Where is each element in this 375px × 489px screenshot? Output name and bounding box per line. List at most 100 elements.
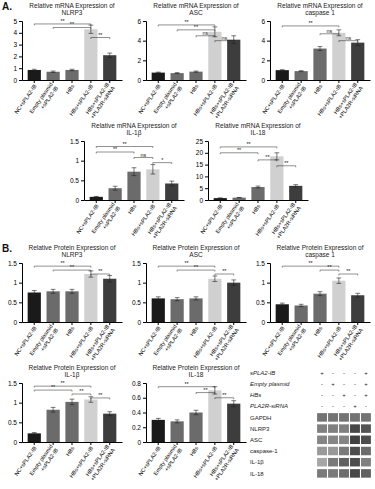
tick-label: 1 bbox=[13, 399, 17, 406]
error-cap bbox=[318, 295, 323, 296]
blot-band bbox=[328, 436, 338, 445]
error-bar bbox=[194, 71, 199, 72]
tick-label: 2 bbox=[261, 57, 265, 64]
x-tick: Empty plasmid+sPLA2-IB bbox=[90, 200, 121, 238]
tick-label: HBs bbox=[127, 203, 138, 215]
error-bar bbox=[256, 186, 261, 188]
error-cap bbox=[32, 294, 37, 295]
significance-label: ** bbox=[246, 141, 251, 147]
text-line: +PLA2R-siRNA bbox=[213, 85, 240, 120]
tick-mark bbox=[143, 302, 146, 303]
tick-label: 0 bbox=[75, 197, 79, 204]
error-line bbox=[158, 418, 159, 421]
annotations: ****nsns bbox=[158, 19, 233, 42]
error-cap bbox=[70, 293, 75, 294]
y-tick: 1 bbox=[137, 279, 146, 286]
error-cap bbox=[336, 283, 341, 284]
text-line: +PLA2R-siRNA bbox=[213, 447, 240, 482]
error-cap bbox=[194, 414, 199, 415]
text-line: NLRP3 bbox=[62, 251, 83, 258]
text-line: +PLA2R-siRNA bbox=[89, 327, 116, 362]
significance-bracket bbox=[320, 270, 339, 271]
significance-bracket bbox=[196, 393, 215, 394]
annotations: **nsns bbox=[282, 20, 357, 42]
error-cap bbox=[280, 303, 285, 304]
bar bbox=[127, 172, 140, 200]
y-tick: 1.5 bbox=[70, 138, 84, 145]
bar bbox=[227, 40, 240, 80]
text-line: HBs bbox=[65, 83, 76, 95]
tick-label: 0.4 bbox=[132, 409, 141, 416]
text-line: HBs bbox=[65, 445, 76, 457]
error-cap bbox=[299, 304, 304, 305]
text-line: caspase 1 bbox=[305, 9, 335, 17]
tick-label: 1 bbox=[137, 279, 141, 286]
bar-chart: Relative Protein Expression ofASC00.511.… bbox=[132, 244, 247, 362]
y-tick: 0 bbox=[261, 77, 270, 84]
bar bbox=[208, 32, 221, 80]
significance-bracket bbox=[96, 147, 153, 148]
tick-label: 1.5 bbox=[8, 380, 17, 387]
annotations: ****** bbox=[158, 381, 233, 400]
significance-label: ** bbox=[184, 381, 189, 387]
error-bar bbox=[51, 71, 56, 72]
significance-label: ** bbox=[122, 141, 127, 147]
error-cap bbox=[70, 404, 75, 405]
cell-label: + bbox=[364, 381, 368, 387]
bar bbox=[227, 283, 240, 322]
text-line: caspase 1 bbox=[305, 251, 335, 259]
significance-bracket bbox=[177, 270, 215, 271]
error-cap bbox=[175, 422, 180, 423]
significance-label: ** bbox=[98, 32, 103, 38]
bar bbox=[47, 410, 60, 442]
error-bar bbox=[107, 276, 112, 282]
tick-label: HBs bbox=[189, 445, 200, 457]
tick-mark bbox=[205, 165, 208, 166]
y-tick: 0 bbox=[13, 319, 22, 326]
tick-label: 5 bbox=[199, 185, 203, 192]
text-line: +sPLA2-IB bbox=[163, 85, 183, 110]
axis-line bbox=[205, 142, 209, 201]
error-bar bbox=[32, 291, 37, 295]
chart-title: Relative Protein Expression ofASC bbox=[152, 244, 239, 258]
significance-label: ** bbox=[308, 20, 313, 26]
chart-root: Relative mRNA Expression ofNLRP3012345NC… bbox=[0, 0, 375, 489]
tick-label: 1 bbox=[75, 157, 79, 164]
error-line bbox=[233, 36, 234, 44]
tick-label: 0 bbox=[13, 439, 17, 446]
tick-label: Empty plasmid+sPLA2-IB bbox=[152, 81, 183, 118]
tick-mark bbox=[220, 200, 221, 203]
tick-mark bbox=[267, 322, 270, 323]
y-tick: 4 bbox=[137, 37, 146, 44]
error-bar bbox=[70, 399, 75, 405]
blot-band bbox=[317, 469, 327, 478]
x-tick: HBs bbox=[65, 442, 76, 457]
x-tick: HBs+sPLA2-IB+PLA2R-siRNA bbox=[84, 322, 116, 362]
tick-mark bbox=[90, 442, 91, 445]
bar bbox=[189, 298, 202, 322]
chart-title: Relative mRNA Expression ofIL-18 bbox=[215, 122, 300, 136]
tick-label: HBs+sPLA2-IB+PLA2R-siRNA bbox=[332, 323, 364, 362]
error-cap bbox=[70, 70, 75, 71]
error-line bbox=[109, 412, 110, 416]
blot-band bbox=[328, 469, 338, 478]
error-bar bbox=[237, 197, 242, 198]
tick-label: HBs+sPLA2-IB+PLA2R-siRNA bbox=[84, 81, 116, 120]
plot-area: 00.511.5NC+sPLA2-IBEmpty plasmid+sPLA2-I… bbox=[70, 138, 185, 240]
tick-mark bbox=[357, 80, 358, 83]
tick-label: Empty plasmid+sPLA2-IB bbox=[28, 443, 59, 480]
tick-mark bbox=[177, 322, 178, 325]
error-bar bbox=[280, 69, 285, 71]
significance-label: ** bbox=[327, 264, 332, 270]
error-cap bbox=[132, 167, 137, 168]
bar bbox=[189, 72, 202, 80]
tick-label: 0 bbox=[13, 319, 17, 326]
significance-label: ** bbox=[60, 18, 65, 24]
significance-bracket bbox=[158, 25, 215, 26]
error-cap bbox=[355, 293, 360, 294]
y-axis: 00.511.5 bbox=[256, 260, 271, 326]
error-cap bbox=[256, 186, 261, 187]
tick-label: 5 bbox=[13, 18, 17, 25]
significance-bracket bbox=[96, 152, 134, 153]
error-cap bbox=[94, 197, 99, 198]
